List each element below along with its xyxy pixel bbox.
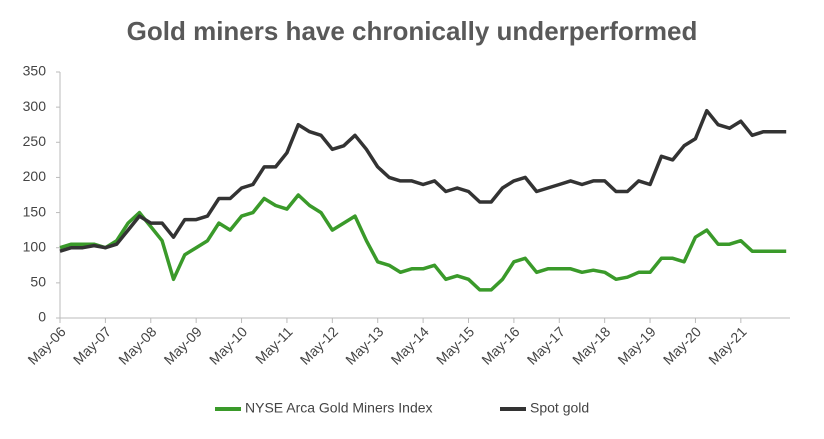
x-tick-label: May-16	[478, 323, 522, 367]
x-tick-label: May-19	[614, 323, 658, 367]
x-tick-label: May-17	[524, 323, 568, 367]
x-tick-label: May-12	[297, 323, 341, 367]
x-tick-label: May-21	[705, 323, 749, 367]
x-tick-label: May-15	[433, 323, 477, 367]
y-tick-label: 200	[23, 168, 47, 184]
x-tick-label: May-06	[24, 323, 68, 367]
y-tick-label: 300	[23, 98, 47, 114]
y-tick-label: 0	[38, 309, 46, 325]
y-tick-label: 50	[30, 274, 46, 290]
x-tick-label: May-13	[342, 323, 386, 367]
legend-label: Spot gold	[530, 400, 589, 416]
y-tick-label: 150	[23, 203, 47, 219]
x-tick-label: May-18	[569, 323, 613, 367]
y-tick-label: 250	[23, 133, 47, 149]
series-line	[59, 193, 787, 292]
x-tick-label: May-14	[388, 323, 432, 367]
chart-title: Gold miners have chronically underperfor…	[127, 16, 698, 46]
x-tick-label: May-07	[70, 323, 114, 367]
x-tick-label: May-08	[115, 323, 159, 367]
x-tick-label: May-10	[206, 323, 250, 367]
legend-label: NYSE Arca Gold Miners Index	[245, 400, 433, 416]
y-tick-label: 350	[23, 63, 47, 79]
y-tick-label: 100	[23, 238, 47, 254]
x-tick-label: May-09	[161, 323, 205, 367]
series-line	[59, 108, 787, 253]
x-tick-label: May-11	[252, 323, 296, 367]
x-tick-label: May-20	[660, 323, 704, 367]
